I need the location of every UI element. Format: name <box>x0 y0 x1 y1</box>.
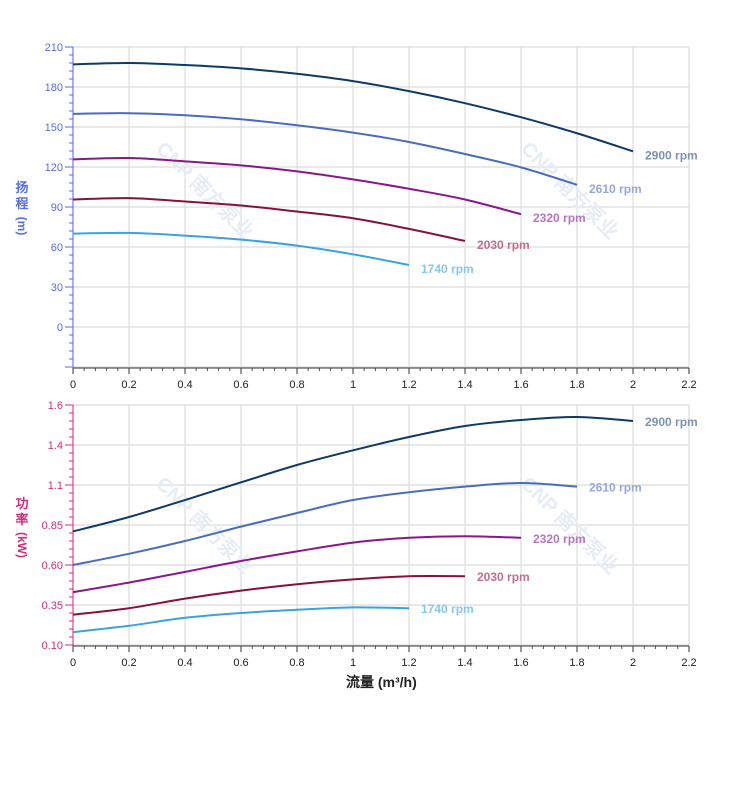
x-tick-label: 0.2 <box>121 379 136 391</box>
series-label: 2030 rpm <box>477 570 530 584</box>
x-tick-label: 0.6 <box>233 379 248 391</box>
y-tick-label: 210 <box>45 42 63 54</box>
x-tick-label: 0.8 <box>289 657 304 669</box>
series-label: 2610 rpm <box>589 182 642 196</box>
power-axis-label: 功 率 (kW) <box>12 496 32 558</box>
series-line <box>72 197 466 242</box>
series-label: 2900 rpm <box>645 148 698 162</box>
ylabel-char: 程 <box>15 196 29 211</box>
y-tick-label: 30 <box>51 282 63 294</box>
series-line <box>72 62 634 153</box>
x-tick-label: 1.2 <box>401 379 416 391</box>
y-tick-label: 60 <box>51 242 63 254</box>
y-tick-label: 0 <box>57 322 63 334</box>
x-tick-label: 1 <box>350 657 356 669</box>
series-label: 2320 rpm <box>533 532 586 546</box>
y-tick-label: 0.10 <box>42 640 63 652</box>
series-line <box>72 535 522 594</box>
series-label: 2610 rpm <box>589 481 642 495</box>
ylabel-char: 扬 <box>15 180 29 195</box>
y-tick-label: 150 <box>45 122 63 134</box>
series-label: 2030 rpm <box>477 238 530 252</box>
series-label: 2900 rpm <box>645 415 698 429</box>
series-line <box>72 481 578 566</box>
x-tick-label: 2.2 <box>681 379 696 391</box>
x-tick-label: 0.2 <box>121 657 136 669</box>
ylabel-unit: (kW) <box>15 532 29 558</box>
x-tick-label: 0 <box>70 657 76 669</box>
x-tick-label: 1.2 <box>401 657 416 669</box>
series-line <box>72 606 410 634</box>
series-label: 2320 rpm <box>533 211 586 225</box>
y-tick-label: 90 <box>51 202 63 214</box>
x-tick-label: 0.4 <box>177 379 192 391</box>
y-tick-label: 1.4 <box>48 440 63 452</box>
x-tick-label: 1.4 <box>457 657 472 669</box>
x-axis-title: 流量 (m³/h) <box>346 674 417 690</box>
y-tick-label: 1.1 <box>48 480 63 492</box>
series-line <box>72 231 410 266</box>
x-tick-label: 1.8 <box>569 379 584 391</box>
ylabel-unit: (m) <box>15 216 29 236</box>
y-tick-label: 120 <box>45 162 63 174</box>
x-tick-label: 1.4 <box>457 379 472 391</box>
series-label: 1740 rpm <box>421 602 474 616</box>
y-tick-label: 1.6 <box>48 400 63 412</box>
y-tick-label: 0.60 <box>42 560 63 572</box>
x-tick-label: 0 <box>70 379 76 391</box>
x-tick-label: 0.6 <box>233 657 248 669</box>
x-tick-label: 1.6 <box>513 657 528 669</box>
y-tick-label: 0.85 <box>42 520 63 532</box>
y-tick-label: 0.35 <box>42 600 63 612</box>
x-tick-label: 2 <box>630 379 636 391</box>
watermark-logo: CNP 南方泵业 <box>151 137 258 244</box>
ylabel-char: 率 <box>15 512 29 527</box>
x-tick-label: 0.8 <box>289 379 304 391</box>
ylabel-char: 功 <box>15 496 29 511</box>
y-tick-label: 180 <box>45 82 63 94</box>
x-tick-label: 2 <box>630 657 636 669</box>
series-label: 1740 rpm <box>421 262 474 276</box>
x-tick-label: 1 <box>350 379 356 391</box>
x-tick-label: 1.8 <box>569 657 584 669</box>
series-line <box>72 574 466 616</box>
series-line <box>72 415 634 533</box>
head-axis-label: 扬 程 (m) <box>12 180 32 236</box>
x-tick-label: 1.6 <box>513 379 528 391</box>
x-tick-label: 0.4 <box>177 657 192 669</box>
x-tick-label: 2.2 <box>681 657 696 669</box>
series-line <box>72 156 522 216</box>
series-line <box>72 112 578 186</box>
